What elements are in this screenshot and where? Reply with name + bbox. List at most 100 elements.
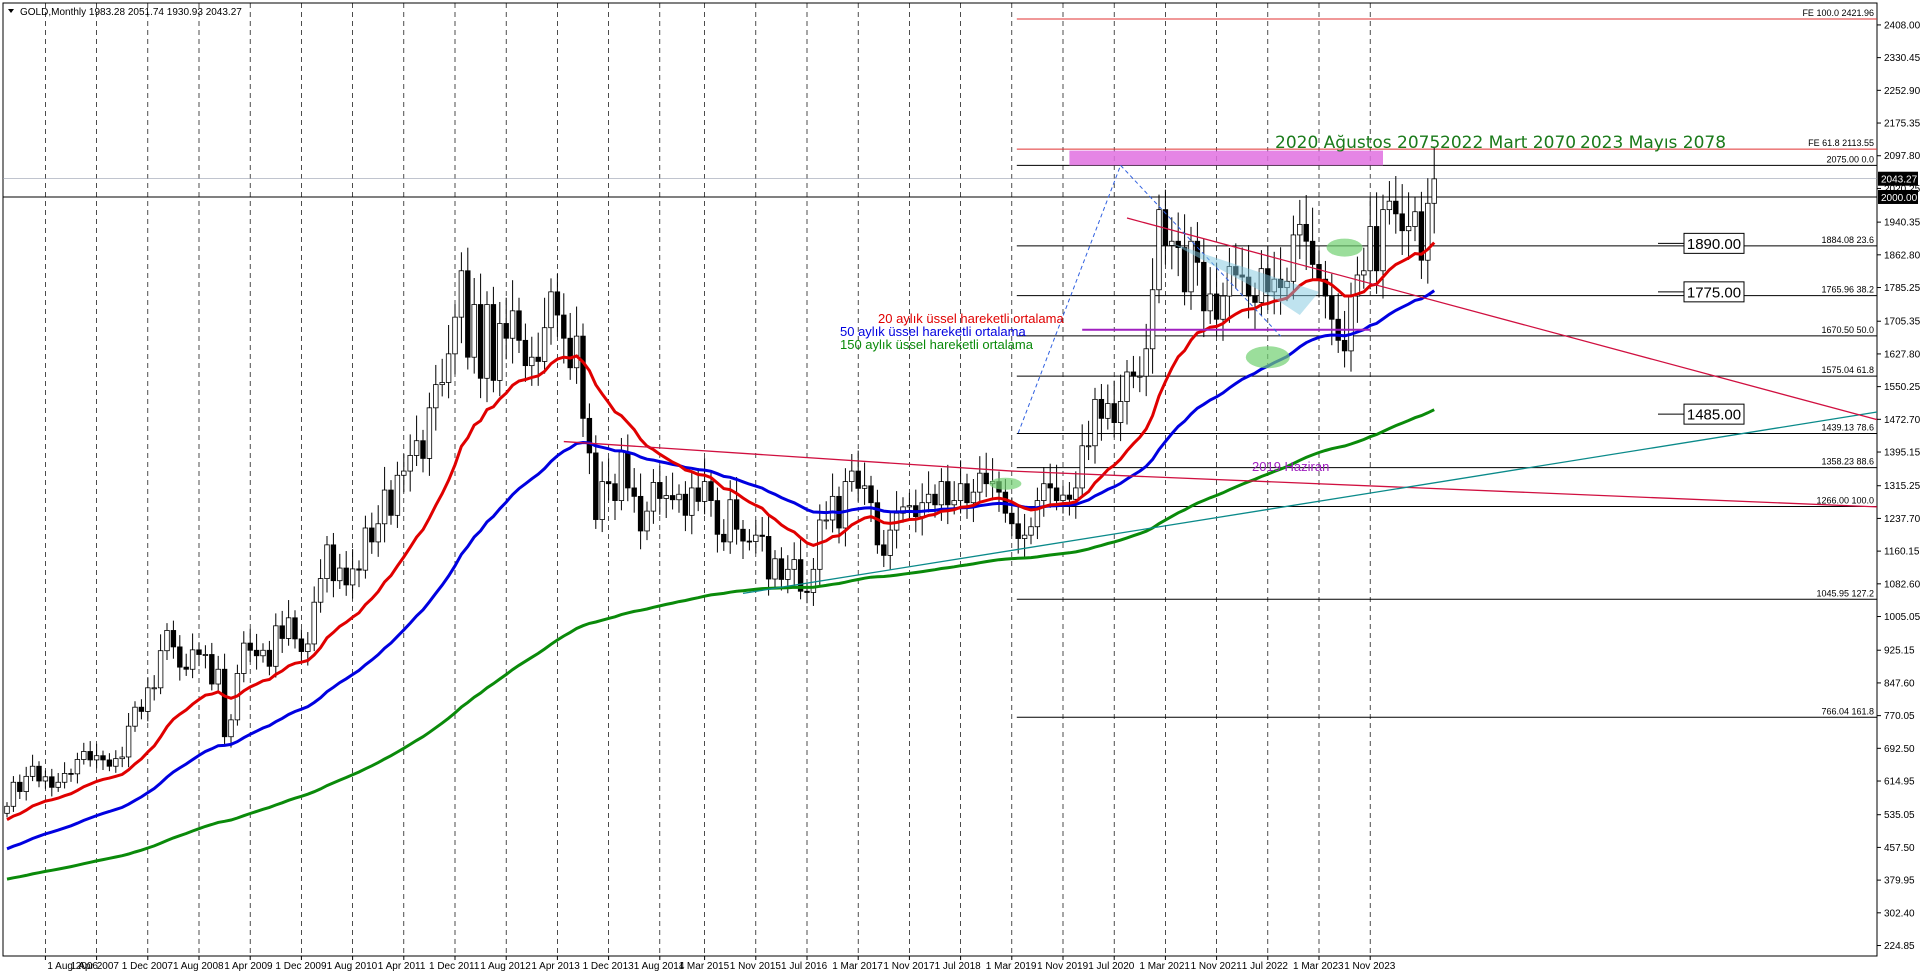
candle-body [394,474,401,516]
candle-body [497,323,503,381]
y-tick-label: 1705.35 [1884,317,1920,328]
candle-body [612,483,618,501]
candle-body [753,534,759,542]
candle-body [113,758,119,767]
y-tick-label: 302.40 [1884,908,1915,919]
candle-body [1201,261,1207,312]
x-tick-label: 1 Aug 2014 [634,961,685,972]
candle-body [1348,295,1354,352]
candle-body [369,527,375,543]
candle-body [375,523,381,543]
candle-body [727,499,733,543]
candle-body [343,567,349,586]
candle-body [1405,226,1412,232]
candle-body [1297,223,1303,236]
candle-body [855,470,861,489]
candle-body [631,487,637,497]
resistance-zone [1069,150,1383,166]
candle-body [535,356,541,362]
candle-body [1009,512,1015,525]
candle-body [1169,240,1175,246]
candle-body [55,781,61,788]
candle-body [951,500,957,506]
fib-label: 766.04 161.8 [1821,706,1874,716]
candle-body [586,417,593,454]
candle-body [689,487,695,516]
candle-body [407,455,413,472]
x-tick-label: 1 Jul 2018 [935,961,982,972]
candle-body [317,578,324,603]
candle-body [68,773,74,775]
ema150-line [6,408,1435,881]
x-tick-label: 1 Dec 2009 [275,961,327,972]
legend-item: 50 aylık üssel hareketli ortalama [840,324,1026,339]
y-tick-label: 2408.00 [1884,20,1920,31]
candle-body [87,751,93,761]
x-tick-label: 1 Aug 2008 [173,961,224,972]
x-tick-label: 1 Nov 2015 [730,961,782,972]
y-tick-label: 925.15 [1884,646,1915,657]
x-tick-label: 1 Apr 2007 [71,961,120,972]
x-tick-label: 1 Apr 2013 [531,961,580,972]
candle-body [759,534,765,537]
candle-body [765,536,772,580]
candle-body [1105,403,1111,419]
candle-body [1367,226,1373,272]
legend-item: 20 aylık üssel hareketli ortalama [878,311,1064,326]
label-june-2019: 2019 Haziran [1252,459,1329,474]
candle-body [151,687,157,690]
candle-body [548,291,554,329]
price-axis: 2408.00 2330.45 2252.90 2175.35 2097.80 2020.… [1877,20,1920,952]
y-tick-label: 1627.80 [1884,349,1920,360]
candle-body [1137,375,1143,378]
y-tick-label: 2020.25 [1884,184,1920,195]
candle-body [330,544,337,582]
candle-body [1252,295,1258,303]
chart-frame [2,2,1878,957]
fib-label: 1575.04 61.8 [1821,365,1874,375]
candle-body [29,765,36,777]
candle-body [209,654,215,685]
candle-body [1181,247,1188,293]
candle-body [23,775,29,792]
legend-item: 150 aylık üssel hareketli ortalama [840,337,1034,352]
price-box-label: 1485.00 [1687,407,1741,424]
y-tick-label: 1160.15 [1884,547,1920,558]
candle-body [618,451,625,501]
candle-body [1329,295,1335,320]
trendline-neckline-1 [563,440,1012,472]
x-tick-label: 1 Jul 2022 [1242,961,1289,972]
candle-body [778,558,785,580]
candle-body [1143,348,1149,377]
ema50-line [6,289,1436,851]
y-tick-label: 1082.60 [1884,579,1920,590]
y-tick-label: 2175.35 [1884,119,1920,130]
candle-body [1354,274,1361,297]
candle-body [772,558,778,580]
candle-body [1073,487,1079,500]
candle-body [138,706,145,712]
candle-body [298,638,305,652]
candle-body [388,489,394,516]
header-symbol: GOLD,Monthly 1983.28 2051.74 1930.93 204… [20,7,242,18]
y-tick-label: 1237.70 [1884,514,1920,525]
candle-body [324,544,330,579]
candle-body [1156,209,1162,291]
candle-body [356,568,362,571]
candle-body [164,630,170,652]
candle-body [157,650,164,689]
candle-body [522,339,529,367]
candle-body [829,495,836,521]
candle-body [1098,398,1105,419]
candle-body [1092,398,1098,447]
candle-body [868,485,874,504]
candle-body [49,776,55,788]
candle-body [4,805,10,814]
y-tick-label: 535.05 [1884,810,1915,821]
candle-body [797,559,804,592]
fib-label: 1670.50 50.0 [1821,325,1874,335]
candle-body [650,482,657,512]
candle-body [1220,295,1226,320]
candle-body [1316,264,1322,280]
